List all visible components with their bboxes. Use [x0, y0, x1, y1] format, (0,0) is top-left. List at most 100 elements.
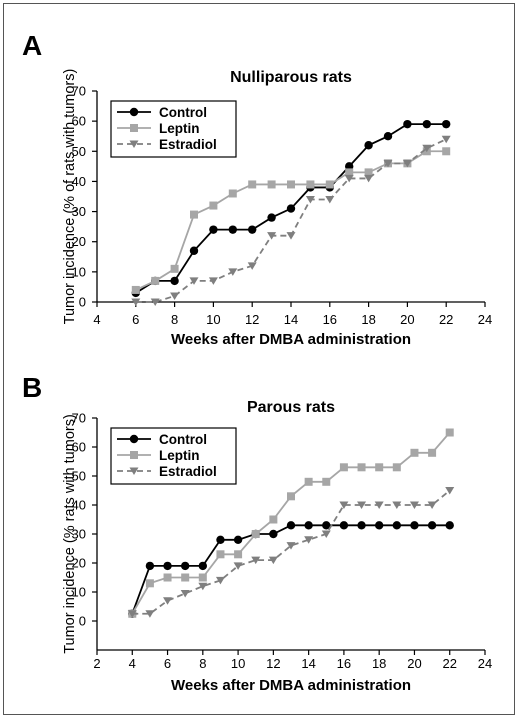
data-point-control: [233, 535, 243, 544]
series-line-estradiol: [132, 489, 451, 615]
legend-marker-control: [129, 107, 139, 117]
y-tick-label: 50: [72, 469, 86, 484]
data-point-estradiol: [251, 556, 261, 565]
y-tick-label: 20: [72, 234, 86, 249]
x-tick-label: 22: [442, 656, 456, 671]
data-point-leptin: [325, 180, 334, 189]
data-point-leptin: [228, 189, 237, 198]
data-point-estradiol: [305, 196, 315, 204]
x-tick-label: 4: [129, 656, 136, 671]
x-tick-label: 20: [407, 656, 421, 671]
data-point-leptin: [364, 168, 373, 177]
y-tick-label: 30: [72, 527, 86, 542]
data-point-estradiol: [247, 262, 257, 270]
data-point-leptin: [248, 180, 257, 189]
data-point-control: [286, 204, 296, 213]
data-point-estradiol: [267, 232, 277, 240]
data-point-estradiol: [163, 597, 173, 605]
data-point-estradiol: [189, 277, 199, 285]
data-point-leptin: [267, 180, 276, 189]
data-point-leptin: [170, 264, 179, 273]
y-tick-label: 50: [72, 144, 86, 159]
data-point-leptin: [131, 285, 140, 294]
x-tick-label: 18: [372, 656, 386, 671]
y-tick-label: 40: [72, 174, 86, 189]
series-control: [128, 521, 454, 618]
panel-label-b: B: [22, 372, 43, 403]
panel-label-a: A: [22, 30, 43, 61]
data-point-estradiol: [208, 277, 218, 285]
x-tick-label: 14: [284, 312, 298, 327]
data-point-leptin: [339, 463, 348, 472]
x-tick-label: 20: [400, 312, 414, 327]
data-point-leptin: [287, 492, 295, 501]
data-point-estradiol: [392, 501, 402, 509]
data-point-leptin: [442, 147, 451, 156]
data-point-leptin: [375, 463, 384, 472]
data-point-estradiol: [374, 501, 384, 509]
data-point-control: [180, 561, 190, 571]
data-point-leptin: [209, 201, 218, 210]
y-tick-label: 70: [72, 411, 86, 426]
x-tick-label: 10: [231, 656, 245, 671]
data-point-estradiol: [409, 501, 419, 509]
x-tick-label: 16: [337, 656, 351, 671]
data-point-estradiol: [422, 144, 432, 153]
series-line-control: [131, 524, 450, 615]
data-point-estradiol: [215, 576, 225, 585]
data-point-leptin: [216, 550, 225, 559]
data-point-control: [383, 132, 393, 141]
y-tick-label: 70: [72, 84, 86, 99]
data-point-leptin: [357, 463, 366, 472]
data-point-leptin: [345, 168, 354, 177]
data-point-estradiol: [131, 298, 141, 306]
y-tick-label: 10: [72, 264, 86, 279]
data-point-leptin: [190, 210, 198, 219]
x-tick-label: 8: [171, 312, 178, 327]
data-point-control: [392, 521, 402, 530]
data-point-estradiol: [344, 174, 354, 183]
data-point-control: [248, 225, 257, 234]
data-point-estradiol: [286, 232, 296, 240]
y-tick-label: 30: [72, 204, 86, 219]
legend-label-estradiol: Estradiol: [159, 464, 217, 479]
data-point-estradiol: [268, 556, 278, 565]
legend-label-control: Control: [159, 432, 207, 447]
data-point-control: [269, 529, 278, 539]
data-point-estradiol: [304, 536, 314, 544]
data-point-control: [422, 119, 431, 129]
data-point-control: [442, 119, 451, 129]
data-point-leptin: [410, 448, 419, 457]
y-tick-label: 40: [72, 498, 86, 513]
data-point-estradiol: [228, 268, 238, 276]
data-point-control: [410, 521, 419, 530]
series-estradiol: [131, 135, 451, 306]
legend-label-leptin: Leptin: [159, 448, 200, 463]
data-point-leptin: [269, 515, 278, 524]
y-tick-label: 0: [79, 295, 86, 310]
x-tick-label: 2: [93, 656, 100, 671]
data-point-estradiol: [286, 542, 296, 550]
x-tick-label: 8: [199, 656, 206, 671]
data-point-control: [322, 521, 331, 530]
data-point-leptin: [145, 579, 154, 588]
data-point-estradiol: [325, 196, 335, 204]
x-tick-label: 14: [301, 656, 315, 671]
x-axis-label: Weeks after DMBA administration: [171, 331, 411, 348]
data-point-control: [216, 535, 225, 544]
y-tick-label: 20: [72, 556, 86, 571]
data-point-leptin: [304, 477, 313, 486]
data-point-leptin: [198, 573, 207, 582]
x-tick-label: 18: [361, 312, 375, 327]
y-axis-label: Tumor incidence (% of rats with tumors): [62, 69, 78, 325]
legend-label-estradiol: Estradiol: [159, 137, 217, 152]
legend-marker-leptin: [130, 124, 138, 132]
legend-marker-estradiol: [129, 467, 139, 475]
legend-marker-estradiol: [129, 140, 139, 148]
x-tick-label: 12: [266, 656, 280, 671]
data-point-estradiol: [383, 159, 393, 168]
data-point-leptin: [392, 463, 401, 472]
data-point-estradiol: [145, 610, 155, 618]
